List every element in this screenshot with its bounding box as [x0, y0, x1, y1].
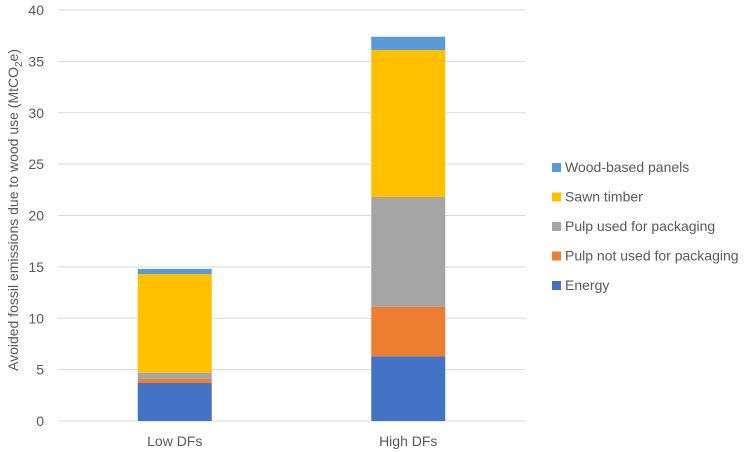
bar-segment — [371, 306, 446, 357]
y-tick-label: 15 — [28, 259, 44, 275]
gridlines — [58, 9, 525, 422]
bar-segment — [371, 50, 446, 198]
x-axis-ticks: Low DFs High DFs — [147, 433, 437, 449]
legend-label: Wood-based panels — [565, 159, 689, 175]
bar-segment — [371, 356, 446, 421]
x-tick-label: High DFs — [379, 433, 437, 449]
legend-label: Sawn timber — [565, 189, 643, 205]
bars — [137, 36, 446, 421]
bar-segment — [137, 378, 212, 383]
legend-swatch — [552, 222, 561, 231]
y-tick-label: 10 — [28, 310, 44, 326]
bar-segment — [371, 197, 446, 307]
y-tick-label: 20 — [28, 208, 44, 224]
bar-segment — [137, 274, 212, 373]
legend-label: Pulp not used for packaging — [565, 248, 739, 264]
legend-swatch — [552, 281, 561, 290]
bar-segment — [137, 382, 212, 421]
bar-segment — [137, 372, 212, 379]
bar-segment — [137, 268, 212, 275]
legend-swatch — [552, 192, 561, 202]
y-tick-label: 0 — [36, 413, 44, 429]
legend-label: Energy — [565, 277, 609, 293]
y-tick-label: 25 — [28, 156, 44, 172]
y-tick-label: 30 — [28, 105, 44, 121]
legend: Wood-based panels Sawn timber Pulp used fo… — [552, 159, 739, 293]
y-axis-ticks: 0 5 10 15 20 25 30 35 40 — [28, 2, 44, 429]
y-tick-label: 5 — [36, 362, 44, 378]
y-tick-label: 35 — [28, 53, 44, 69]
legend-label: Pulp used for packaging — [565, 218, 715, 234]
y-axis-title: Avoided fossil emissions due to wood use… — [5, 49, 25, 371]
x-tick-label: Low DFs — [147, 433, 202, 449]
bar-segment — [371, 36, 446, 51]
legend-swatch — [552, 251, 561, 261]
legend-swatch — [552, 163, 561, 172]
y-tick-label: 40 — [28, 2, 44, 18]
